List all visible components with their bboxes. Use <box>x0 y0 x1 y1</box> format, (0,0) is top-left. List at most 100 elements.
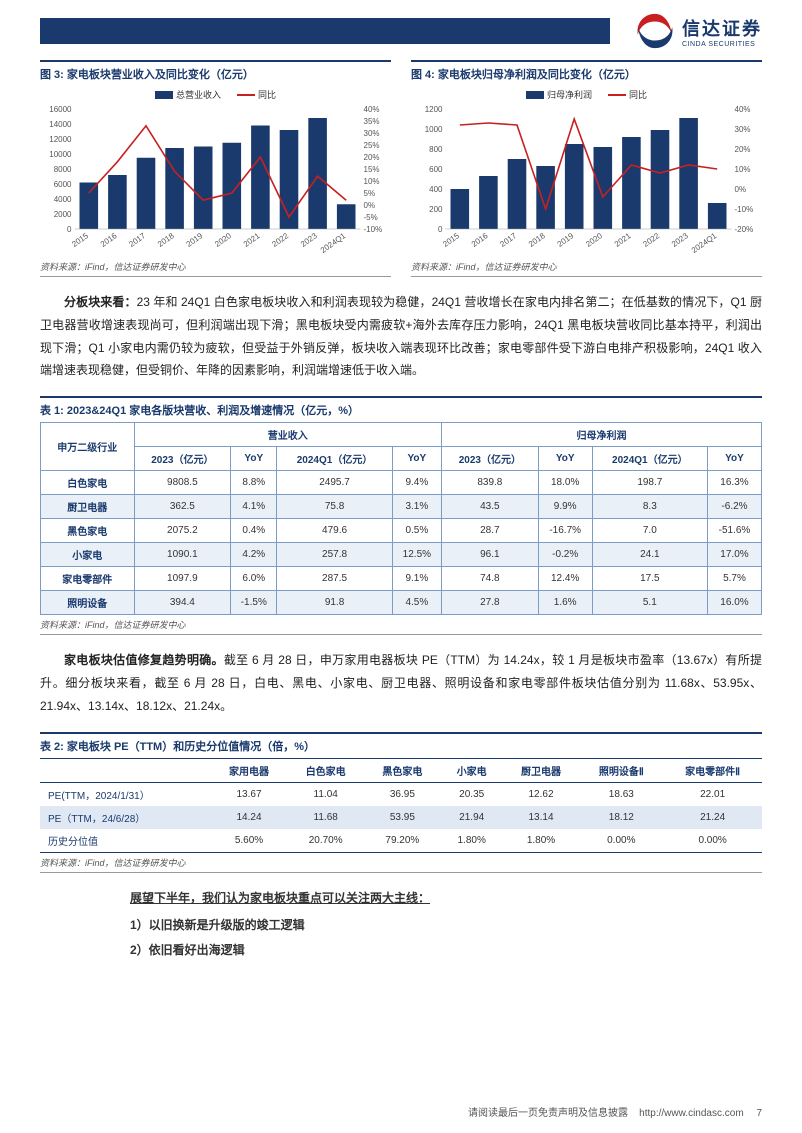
svg-text:2023: 2023 <box>670 231 690 249</box>
svg-text:800: 800 <box>429 145 443 154</box>
t1-col: YoY <box>707 447 761 471</box>
svg-text:6000: 6000 <box>54 180 72 189</box>
svg-text:10%: 10% <box>364 177 380 186</box>
t2-col <box>40 758 211 782</box>
footer-disclaimer: 请阅读最后一页免责声明及信息披露 <box>468 1108 628 1119</box>
svg-text:2015: 2015 <box>70 231 90 249</box>
t2-col: 小家电 <box>441 758 503 782</box>
svg-text:0%: 0% <box>735 185 747 194</box>
svg-text:30%: 30% <box>735 125 751 134</box>
svg-text:12000: 12000 <box>49 135 72 144</box>
svg-text:40%: 40% <box>735 105 751 114</box>
svg-text:2018: 2018 <box>527 231 547 249</box>
chart3-legend-line: 同比 <box>237 88 276 101</box>
svg-text:2000: 2000 <box>54 210 72 219</box>
table2-source: 资料来源：iFind，信达证券研发中心 <box>40 856 762 873</box>
svg-text:2017: 2017 <box>127 231 147 249</box>
svg-text:40%: 40% <box>364 105 380 114</box>
svg-text:5%: 5% <box>364 189 376 198</box>
t2-col: 厨卫电器 <box>503 758 580 782</box>
svg-text:400: 400 <box>429 185 443 194</box>
t1-col: 2024Q1（亿元） <box>592 447 707 471</box>
svg-text:-20%: -20% <box>735 225 754 234</box>
svg-text:2023: 2023 <box>299 231 319 249</box>
t2-col: 家电零部件Ⅱ <box>663 758 762 782</box>
table-row: PE（TTM，24/6/28）14.2411.6853.9521.9413.14… <box>40 806 762 829</box>
svg-text:2024Q1: 2024Q1 <box>690 231 719 255</box>
svg-text:2016: 2016 <box>99 231 119 249</box>
chart3-legend-bar: 总营业收入 <box>155 88 221 101</box>
table2-title: 表 2: 家电板块 PE（TTM）和历史分位值情况（倍，%） <box>40 732 762 758</box>
chart4-legend-bar: 归母净利润 <box>526 88 592 101</box>
chart4-legend-line: 同比 <box>608 88 647 101</box>
chart4-plot: 020040060080010001200-20%-10%0%10%20%30%… <box>411 105 762 255</box>
chart-4: 图 4: 家电板块归母净利润及同比变化（亿元） 归母净利润 同比 0200400… <box>411 60 762 277</box>
t1-col: 2023（亿元） <box>442 447 539 471</box>
chart4-title: 图 4: 家电板块归母净利润及同比变化（亿元） <box>411 60 762 88</box>
svg-text:2020: 2020 <box>213 231 233 249</box>
brand-name-en: CINDA SECURITIES <box>682 41 762 48</box>
svg-text:2022: 2022 <box>641 231 661 249</box>
svg-text:2020: 2020 <box>584 231 604 249</box>
svg-text:2024Q1: 2024Q1 <box>319 231 348 255</box>
svg-text:20%: 20% <box>364 153 380 162</box>
t1-group-profit: 归母净利润 <box>442 423 762 447</box>
svg-text:2016: 2016 <box>470 231 490 249</box>
charts-row: 图 3: 家电板块营业收入及同比变化（亿元） 总营业收入 同比 02000400… <box>40 60 762 277</box>
brand-logo: 信达证券 CINDA SECURITIES <box>634 10 762 52</box>
outlook-item-1: 1）以旧换新是升级版的竣工逻辑 <box>130 916 762 933</box>
svg-text:10000: 10000 <box>49 150 72 159</box>
table1-title: 表 1: 2023&24Q1 家电各版块营收、利润及增速情况（亿元，%） <box>40 396 762 422</box>
table-row: 白色家电9808.58.8%2495.79.4%839.818.0%198.71… <box>41 471 762 495</box>
svg-text:1200: 1200 <box>425 105 443 114</box>
svg-text:15%: 15% <box>364 165 380 174</box>
footer-url: http://www.cindasc.com <box>639 1108 743 1119</box>
svg-text:16000: 16000 <box>49 105 72 114</box>
svg-text:2019: 2019 <box>185 231 205 249</box>
svg-text:14000: 14000 <box>49 120 72 129</box>
table-row: 小家电1090.14.2%257.812.5%96.1-0.2%24.117.0… <box>41 543 762 567</box>
paragraph-2: 家电板块估值修复趋势明确。截至 6 月 28 日，申万家用电器板块 PE（TTM… <box>40 649 762 717</box>
table-row: 家电零部件1097.96.0%287.59.1%74.812.4%17.55.7… <box>41 567 762 591</box>
svg-text:2021: 2021 <box>242 231 262 249</box>
t2-col: 黑色家电 <box>364 758 441 782</box>
svg-text:-10%: -10% <box>735 205 754 214</box>
svg-text:25%: 25% <box>364 141 380 150</box>
svg-text:2017: 2017 <box>498 231 518 249</box>
table-row: 照明设备394.4-1.5%91.84.5%27.81.6%5.116.0% <box>41 591 762 615</box>
chart4-source: 资料来源：iFind，信达证券研发中心 <box>411 260 762 277</box>
svg-text:1000: 1000 <box>425 125 443 134</box>
svg-text:2022: 2022 <box>270 231 290 249</box>
paragraph-1: 分板块来看：23 年和 24Q1 白色家电板块收入和利润表现较为稳健，24Q1 … <box>40 291 762 382</box>
table1-source: 资料来源：iFind，信达证券研发中心 <box>40 618 762 635</box>
svg-text:2021: 2021 <box>613 231 633 249</box>
t2-col: 照明设备Ⅱ <box>579 758 663 782</box>
table-1: 申万二级行业营业收入归母净利润2023（亿元）YoY2024Q1（亿元）YoY2… <box>40 422 762 615</box>
t1-col: YoY <box>231 447 277 471</box>
page-footer: 请阅读最后一页免责声明及信息披露 http://www.cindasc.com … <box>468 1104 762 1119</box>
t1-col0: 申万二级行业 <box>41 423 135 471</box>
table-2: 家用电器白色家电黑色家电小家电厨卫电器照明设备Ⅱ家电零部件Ⅱ PE(TTM，20… <box>40 758 762 853</box>
svg-text:35%: 35% <box>364 117 380 126</box>
svg-text:-5%: -5% <box>364 213 378 222</box>
chart-3: 图 3: 家电板块营业收入及同比变化（亿元） 总营业收入 同比 02000400… <box>40 60 391 277</box>
t2-col: 白色家电 <box>287 758 364 782</box>
table-row: PE(TTM，2024/1/31）13.6711.0436.9520.3512.… <box>40 782 762 806</box>
t1-col: 2023（亿元） <box>134 447 231 471</box>
header-bar <box>40 18 610 44</box>
table-row: 厨卫电器362.54.1%75.83.1%43.59.9%8.3-6.2% <box>41 495 762 519</box>
chart3-plot: 0200040006000800010000120001400016000-10… <box>40 105 391 255</box>
svg-text:2018: 2018 <box>156 231 176 249</box>
cinda-logo-icon <box>634 10 676 52</box>
svg-text:4000: 4000 <box>54 195 72 204</box>
svg-text:-10%: -10% <box>364 225 383 234</box>
t1-col: YoY <box>538 447 592 471</box>
chart3-title: 图 3: 家电板块营业收入及同比变化（亿元） <box>40 60 391 88</box>
table-row: 历史分位值5.60%20.70%79.20%1.80%1.80%0.00%0.0… <box>40 829 762 853</box>
page-number: 7 <box>756 1108 762 1119</box>
chart3-source: 资料来源：iFind，信达证券研发中心 <box>40 260 391 277</box>
svg-text:200: 200 <box>429 205 443 214</box>
svg-text:8000: 8000 <box>54 165 72 174</box>
brand-name-cn: 信达证券 <box>682 15 762 41</box>
t2-col: 家用电器 <box>211 758 288 782</box>
